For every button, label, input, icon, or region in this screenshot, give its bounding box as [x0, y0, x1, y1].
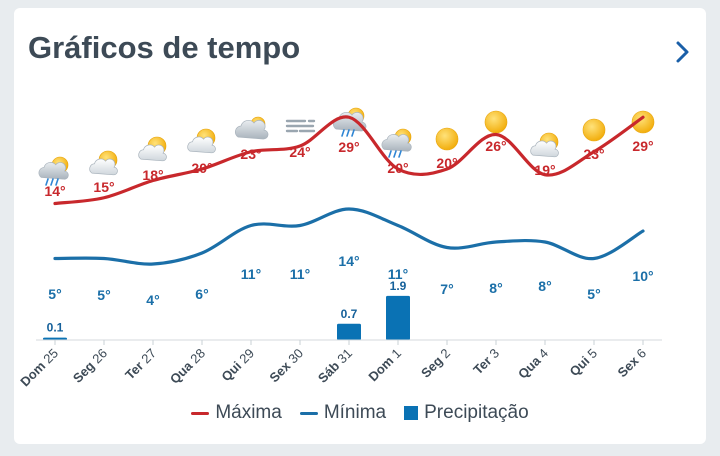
min-temp-label: 8° — [538, 278, 551, 294]
max-temp-label: 26° — [485, 138, 506, 154]
partly-cloudy-rain-icon — [38, 156, 69, 186]
x-tick-label: Qui 29 — [218, 346, 257, 385]
min-temp-label: 11° — [290, 266, 310, 282]
min-temp-label: 11° — [388, 266, 408, 282]
max-temp-label: 23° — [583, 146, 604, 162]
legend-item-min[interactable]: Mínima — [299, 402, 387, 424]
max-temp-label: 15° — [93, 179, 114, 195]
x-tick-label: Seg 2 — [418, 346, 453, 381]
legend-precip-swatch — [404, 406, 419, 420]
max-temp-label: 29° — [632, 138, 653, 154]
precip-label: 0.1 — [47, 321, 64, 335]
temperature-chart: 14° 15° 18° 20° 23° 24° 29° 20° 20° 26° 19° 23° 29° 5… — [17, 107, 662, 390]
x-tick-label: Sáb 31 — [315, 346, 355, 386]
max-temp-label: 23° — [240, 146, 261, 162]
x-tick-label: Qui 5 — [567, 346, 601, 380]
max-temp-label: 20° — [436, 155, 457, 171]
x-tick-label: Ter 3 — [470, 346, 502, 378]
min-temp-label: 5° — [48, 286, 61, 302]
partly-cloudy-icon — [89, 150, 118, 176]
x-tick-label: Sex 30 — [266, 346, 306, 386]
min-temp-label: 5° — [587, 286, 600, 302]
min-temp-label: 8° — [489, 280, 502, 296]
chart-legend: Máxima Mínima Precipitação — [14, 402, 706, 424]
x-tick-label: Dom 1 — [365, 346, 404, 385]
min-temp-label: 5° — [97, 287, 110, 303]
max-temp-label: 14° — [44, 183, 65, 199]
precip-bar — [386, 295, 410, 340]
min-temp-label: 4° — [146, 292, 159, 308]
legend-max-label: Máxima — [215, 402, 282, 423]
min-temp-label: 10° — [632, 268, 653, 284]
legend-min-label: Mínima — [323, 402, 387, 423]
sun-icon — [484, 110, 508, 134]
max-temp-label: 29° — [338, 139, 359, 155]
precip-bar — [43, 337, 67, 340]
x-tick-label: Qua 4 — [515, 346, 551, 382]
card-title: Gráficos de tempo — [28, 30, 301, 65]
precip-label: 1.9 — [390, 279, 407, 293]
precip-label: 0.7 — [341, 307, 358, 321]
max-temp-label: 24° — [289, 144, 310, 160]
min-temp-label: 14° — [338, 253, 359, 269]
max-temp-label: 20° — [191, 160, 212, 176]
sun-icon — [631, 110, 655, 134]
cloudy-sun-icon — [234, 116, 269, 140]
partly-cloudy-icon — [530, 132, 559, 158]
legend-item-precip[interactable]: Precipitação — [404, 402, 529, 424]
partly-cloudy-icon — [187, 128, 216, 154]
legend-min-swatch — [299, 411, 318, 415]
legend-precip-label: Precipitação — [424, 402, 529, 423]
legend-max-swatch — [191, 411, 210, 415]
x-tick-label: Seg 26 — [70, 346, 110, 386]
max-temperature-line — [53, 115, 645, 206]
x-tick-label: Ter 27 — [122, 346, 159, 383]
min-temperature-line — [53, 207, 645, 266]
min-temp-label: 11° — [241, 266, 261, 282]
chevron-right-icon[interactable] — [674, 38, 692, 66]
weather-chart-card: Gráficos de tempo 14° 15° 18° 20° 23° 24° 29° 2… — [14, 8, 706, 444]
min-temp-label: 6° — [195, 286, 208, 302]
min-temp-label: 7° — [440, 281, 453, 297]
x-tick-label: Dom 25 — [17, 346, 61, 390]
cloudy-sun-rain-icon — [332, 107, 367, 137]
max-temp-label: 19° — [534, 162, 555, 178]
x-tick-label: Qua 28 — [167, 346, 208, 387]
max-temp-label: 20° — [387, 160, 408, 176]
legend-item-max[interactable]: Máxima — [191, 402, 282, 424]
fog-icon — [285, 119, 316, 133]
partly-cloudy-rain-icon — [381, 128, 412, 158]
max-temp-label: 18° — [142, 167, 163, 183]
partly-cloudy-icon — [138, 136, 167, 162]
sun-icon — [435, 127, 459, 151]
precip-bar — [337, 323, 361, 340]
x-tick-label: Sex 6 — [614, 346, 649, 381]
sun-icon — [582, 118, 606, 142]
